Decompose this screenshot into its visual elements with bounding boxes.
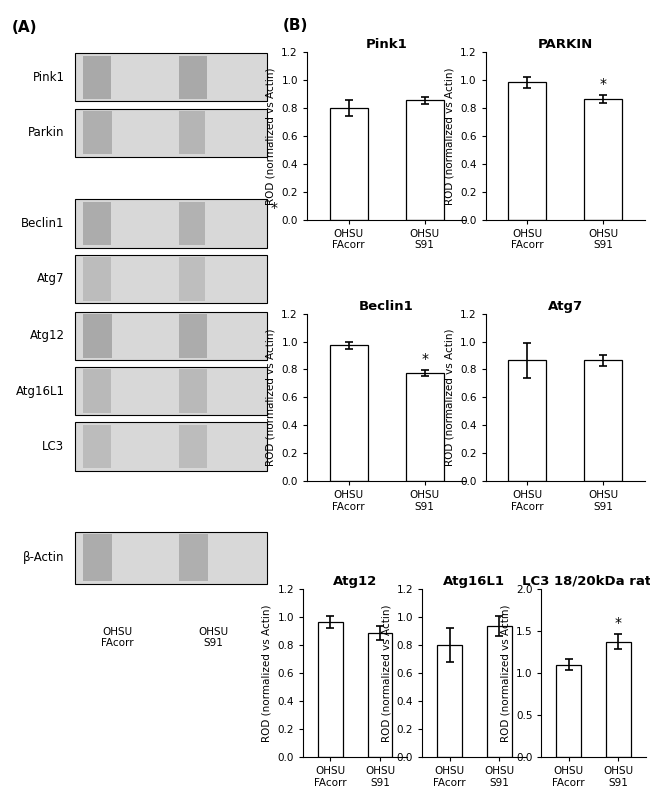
- Title: PARKIN: PARKIN: [538, 38, 593, 51]
- Bar: [508, 82, 547, 220]
- Title: Atg16L1: Atg16L1: [443, 575, 505, 587]
- Bar: [179, 534, 208, 581]
- Bar: [179, 56, 207, 99]
- Bar: [330, 345, 368, 481]
- Text: *: *: [615, 617, 622, 630]
- Bar: [437, 645, 462, 757]
- Y-axis label: ROD (normalized vs Actin): ROD (normalized vs Actin): [266, 328, 276, 466]
- Bar: [179, 111, 205, 154]
- Bar: [83, 111, 112, 154]
- Bar: [508, 361, 547, 481]
- Text: LC3: LC3: [42, 440, 64, 453]
- Bar: [83, 257, 110, 301]
- Bar: [318, 622, 343, 757]
- Bar: [75, 367, 267, 416]
- Bar: [75, 312, 267, 360]
- Bar: [83, 314, 112, 358]
- Bar: [179, 202, 205, 245]
- Title: Atg12: Atg12: [333, 575, 377, 587]
- Y-axis label: ROD (normalized vs Actin): ROD (normalized vs Actin): [500, 604, 510, 742]
- Title: Beclin1: Beclin1: [359, 299, 414, 312]
- Text: OHSU
S91: OHSU S91: [198, 626, 229, 648]
- Bar: [606, 642, 630, 757]
- Bar: [584, 99, 622, 220]
- Text: OHSU
FAcorr: OHSU FAcorr: [101, 626, 134, 648]
- Text: *: *: [270, 202, 277, 215]
- Text: Atg12: Atg12: [29, 329, 64, 342]
- Bar: [83, 424, 110, 468]
- Y-axis label: ROD (normalized vs Actin): ROD (normalized vs Actin): [262, 604, 272, 742]
- Bar: [406, 100, 443, 220]
- Text: β-Actin: β-Actin: [23, 551, 64, 564]
- Bar: [584, 361, 622, 481]
- Bar: [75, 255, 267, 303]
- Y-axis label: ROD (normalized vs Actin): ROD (normalized vs Actin): [381, 604, 391, 742]
- Bar: [179, 370, 207, 413]
- Bar: [406, 373, 443, 481]
- Bar: [179, 257, 205, 301]
- Bar: [75, 199, 267, 248]
- Bar: [487, 626, 512, 757]
- Text: *: *: [421, 352, 428, 366]
- Bar: [75, 532, 267, 583]
- Bar: [368, 633, 393, 757]
- Title: Atg7: Atg7: [548, 299, 583, 312]
- Title: LC3 18/20kDa ratio: LC3 18/20kDa ratio: [522, 575, 650, 587]
- Bar: [75, 108, 267, 157]
- Text: Parkin: Parkin: [28, 126, 64, 139]
- Text: Atg16L1: Atg16L1: [16, 385, 64, 398]
- Text: Pink1: Pink1: [32, 71, 64, 84]
- Y-axis label: ROD (normalized vs Actin): ROD (normalized vs Actin): [266, 67, 276, 205]
- Text: (B): (B): [283, 18, 308, 33]
- Y-axis label: ROD (normalized vs Actin): ROD (normalized vs Actin): [445, 67, 454, 205]
- Text: Beclin1: Beclin1: [21, 217, 64, 230]
- Bar: [179, 424, 207, 468]
- Bar: [75, 53, 267, 102]
- Bar: [330, 108, 368, 220]
- Text: *: *: [600, 77, 607, 90]
- Bar: [179, 314, 207, 358]
- Bar: [83, 202, 110, 245]
- Bar: [83, 534, 112, 581]
- Bar: [75, 423, 267, 470]
- Text: (A): (A): [12, 20, 37, 35]
- Title: Pink1: Pink1: [366, 38, 408, 51]
- Bar: [83, 370, 110, 413]
- Y-axis label: ROD (normalized vs Actin): ROD (normalized vs Actin): [445, 328, 454, 466]
- Bar: [556, 665, 581, 757]
- Bar: [83, 56, 110, 99]
- Text: Atg7: Atg7: [37, 273, 64, 286]
